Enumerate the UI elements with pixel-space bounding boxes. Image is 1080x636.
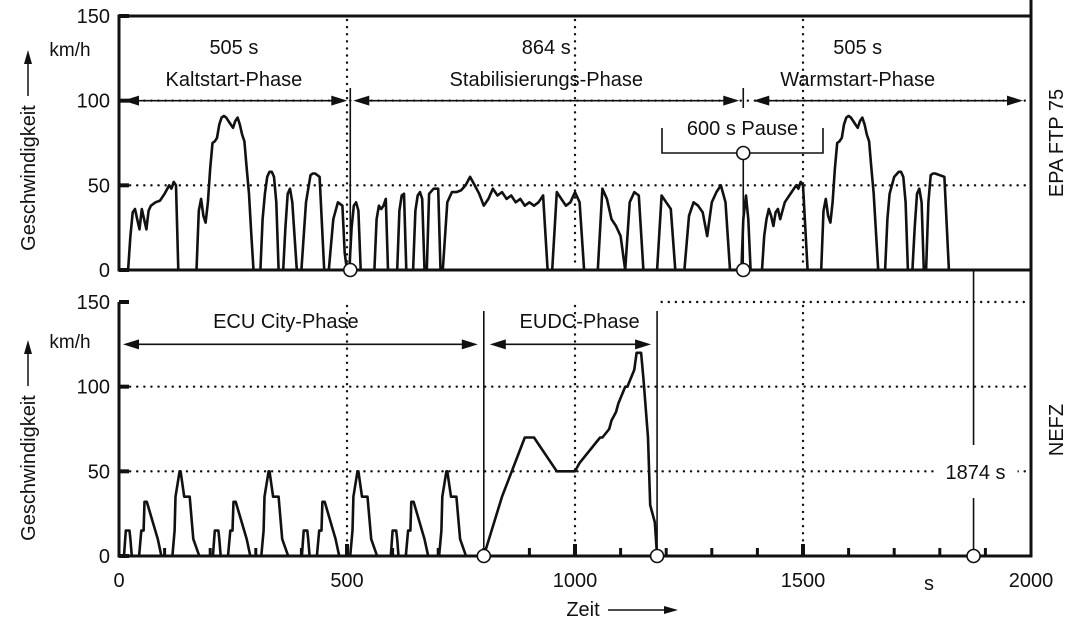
epa-ylabel: Geschwindigkeit [18,50,40,251]
nefz-ylabel: Geschwindigkeit [18,340,40,541]
phase-name-label: ECU City-Phase [213,311,359,333]
nefz-xtick-label: 500 [330,570,363,592]
phase-name-label: EUDC-Phase [520,311,640,333]
nefz-xtick-label: 1000 [553,570,598,592]
arrow-right-icon [1007,95,1023,106]
epa-grid [121,18,1029,272]
end-time-label-bg [933,458,1018,486]
epa-speed-line [119,114,958,272]
arrow-right-icon [723,95,740,106]
epa-yunit: km/h [49,40,90,61]
x-axis-arrow-icon [664,606,678,614]
boundary-marker-circle [342,262,358,278]
phase-duration-label: 864 s [522,37,571,59]
arrow-right-icon [461,339,478,350]
phase-duration-label: 505 s [209,37,258,59]
nefz-ylabel-text: Geschwindigkeit [18,395,40,541]
nefz-side-label: NEFZ [1046,404,1068,456]
boundary-marker-circle [735,145,751,161]
epa-yticks: 0 50 100 150 [77,6,129,282]
epa-ylabel-text: Geschwindigkeit [18,105,40,251]
nefz-grid [121,304,1029,558]
x-unit-label: s [924,573,934,595]
nefz-ytick-label: 150 [77,292,110,314]
arrow-left-icon [489,339,506,350]
nefz-xtick-label: 2000 [1009,570,1054,592]
phase-name-label: Warmstart-Phase [780,69,935,91]
arrow-left-icon [123,95,139,106]
nefz-speed-line [119,351,659,558]
arrow-left-icon [123,339,139,350]
nefz-yticks: 0 50 100 150 [77,292,129,568]
epa-ytick-label: 50 [88,175,110,197]
epa-ytick-label: 100 [77,91,110,113]
nefz-markers [476,548,981,564]
boundary-marker-circle [476,548,492,564]
phase-name-label: Stabilisierungs-Phase [450,69,643,91]
epa-ytick-label: 150 [77,6,110,28]
nefz-ytick-label: 50 [88,461,110,483]
nefz-yunit: km/h [49,332,90,353]
boundary-marker-circle [649,548,665,564]
nefz-ytick-label: 0 [99,546,110,568]
nefz-xtick-label: 0 [113,570,124,592]
nefz-ytick-label: 100 [77,377,110,399]
phase-duration-label: 505 s [833,37,882,59]
pause-label: 600 s Pause [687,118,798,140]
arrow-left-icon [753,95,770,106]
phase-name-label: Kaltstart-Phase [166,69,303,91]
epa-ytick-label: 0 [99,260,110,282]
nefz-annotations: ECU City-Phase EUDC-Phase 1874 s [123,270,1029,552]
boundary-marker-circle [966,548,981,564]
end-time-label: 1874 s [946,462,1006,484]
arrow-right-icon [331,95,348,106]
x-axis-label: Zeit [566,599,600,621]
nefz-ylabel-arrow-icon [24,340,32,354]
nefz-xticks: 0 500 1000 1500 2000 [113,544,1053,592]
boundary-marker-circle [735,262,751,278]
epa-ylabel-arrow-icon [24,50,32,64]
arrow-left-icon [353,95,370,106]
nefz-xtick-label: 1500 [781,570,826,592]
arrow-right-icon [635,339,652,350]
epa-side-label: EPA FTP 75 [1046,89,1068,197]
epa-panel: 0 50 100 150 km/h Geschwindigkeit EPA FTP 7… [18,6,1068,282]
epa-markers [342,145,751,278]
